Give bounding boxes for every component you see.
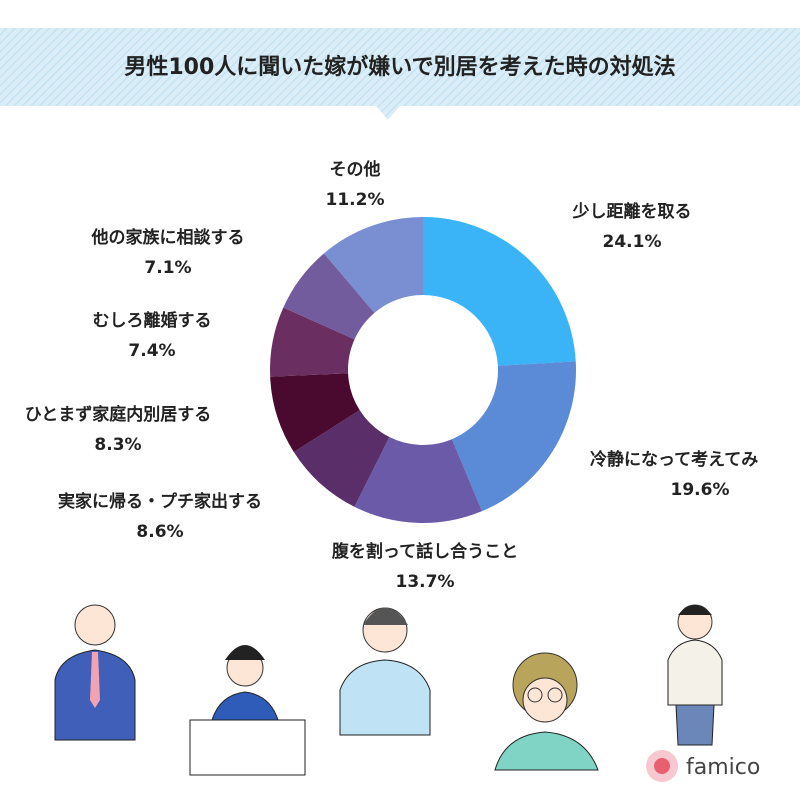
donut-slice	[283, 253, 375, 340]
title-banner	[0, 28, 800, 120]
value-label: 11.2%	[326, 190, 385, 210]
value-label: 13.7%	[396, 572, 455, 592]
donut-slice	[324, 217, 423, 313]
value-label: 7.4%	[128, 341, 175, 361]
person-glasses	[494, 652, 599, 771]
value-label: 8.3%	[94, 435, 141, 455]
person-sweater	[667, 604, 723, 746]
donut-slice	[293, 410, 390, 507]
donut-slice	[270, 307, 355, 377]
person-thinking	[339, 607, 431, 736]
category-label: 少し距離を取る	[572, 201, 692, 222]
category-label: ひとまず家庭内別居する	[25, 404, 212, 425]
value-label: 7.1%	[144, 258, 191, 278]
value-label: 24.1%	[603, 232, 662, 252]
donut-slice	[270, 373, 360, 452]
person-suit	[54, 604, 136, 741]
donut-slice	[451, 361, 576, 512]
category-label: 実家に帰る・プチ家出する	[58, 491, 262, 512]
category-label: むしろ離婚する	[93, 310, 212, 331]
category-label: その他	[330, 159, 381, 180]
donut-slice	[423, 217, 576, 366]
category-label: 冷静になって考えてみ	[590, 449, 758, 470]
illustrations: famico	[54, 604, 760, 782]
donut-slice	[354, 437, 482, 523]
logo-text: famico	[686, 755, 760, 780]
category-label: 腹を割って話し合うこと	[332, 541, 518, 562]
person-sign	[189, 645, 306, 776]
logo: famico	[646, 750, 760, 782]
category-label: 他の家族に相談する	[91, 227, 245, 248]
value-label: 8.6%	[136, 522, 183, 542]
chart-title: 男性100人に聞いた嫁が嫌いで別居を考えた時の対処法	[124, 54, 675, 80]
value-label: 19.6%	[671, 480, 730, 500]
